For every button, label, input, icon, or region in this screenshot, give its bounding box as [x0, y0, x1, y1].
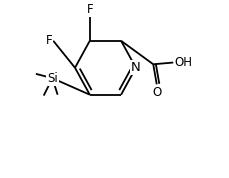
- Text: N: N: [131, 61, 140, 74]
- Text: F: F: [46, 34, 52, 47]
- Text: OH: OH: [173, 56, 191, 69]
- Text: O: O: [151, 86, 161, 99]
- Text: F: F: [86, 3, 93, 16]
- Text: Si: Si: [47, 72, 57, 85]
